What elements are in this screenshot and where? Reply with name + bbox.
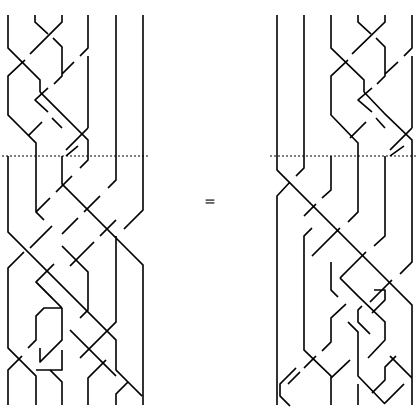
right-strand — [321, 156, 332, 199]
left-strand — [52, 37, 63, 85]
right-strand — [351, 15, 386, 55]
right-strand — [287, 371, 301, 385]
left-strand — [79, 15, 89, 57]
left-strand — [107, 156, 117, 189]
right-strand — [303, 203, 317, 217]
left-braid-diagram — [2, 15, 150, 405]
right-braid-diagram — [270, 15, 418, 407]
right-strand — [347, 321, 386, 405]
left-strand — [65, 127, 89, 151]
left-strand — [7, 156, 37, 261]
right-strand — [276, 181, 291, 212]
left-strand — [7, 355, 23, 405]
right-strand — [399, 156, 413, 275]
right-strand — [369, 279, 393, 303]
left-strand — [7, 251, 37, 405]
left-strand — [35, 197, 51, 213]
right-strand — [321, 303, 347, 352]
right-strand — [373, 156, 386, 247]
left-strand — [7, 15, 41, 92]
left-strand — [55, 175, 73, 193]
left-strand — [69, 329, 117, 377]
left-strand — [7, 59, 37, 156]
left-strand — [123, 156, 144, 230]
left-strand — [51, 117, 63, 129]
left-strand — [61, 156, 144, 405]
right-strand — [371, 355, 397, 394]
right-strand — [347, 156, 359, 223]
right-strand — [349, 121, 367, 139]
right-strand — [384, 61, 399, 75]
right-strand — [303, 355, 317, 369]
left-strand — [29, 225, 53, 249]
right-strand — [363, 91, 413, 156]
left-strand — [65, 145, 79, 157]
left-strand — [29, 15, 63, 55]
left-strand — [61, 245, 89, 319]
left-strand — [35, 281, 53, 299]
right-strand — [330, 359, 351, 379]
left-strand — [39, 308, 63, 363]
right-strand — [375, 37, 386, 85]
right-strand — [311, 227, 341, 257]
left-strand — [79, 156, 89, 169]
left-strand — [83, 195, 101, 213]
right-strand — [384, 383, 405, 404]
right-strand — [357, 15, 372, 35]
right-strand — [276, 156, 413, 405]
left-strand — [115, 381, 129, 405]
left-strand — [99, 219, 117, 237]
right-strand — [371, 289, 386, 314]
right-strand — [403, 15, 413, 57]
right-strand — [389, 127, 413, 151]
right-strand — [295, 156, 305, 177]
right-strand — [357, 87, 373, 113]
right-strand — [303, 227, 332, 405]
equals-sign: = — [204, 194, 216, 210]
left-strand — [87, 359, 107, 405]
right-strand — [389, 355, 413, 379]
left-strand — [79, 236, 117, 359]
right-strand — [330, 262, 339, 298]
right-strand — [279, 367, 297, 407]
left-strand — [69, 241, 95, 267]
left-strand — [61, 217, 79, 235]
left-strand — [35, 259, 143, 397]
left-strand — [36, 350, 63, 371]
left-strand — [34, 15, 49, 35]
right-strand — [339, 277, 386, 359]
right-strand — [339, 251, 367, 279]
left-strand — [49, 369, 63, 405]
left-strand — [27, 307, 62, 349]
left-strand — [39, 91, 89, 156]
left-strand — [27, 121, 43, 137]
right-strand — [357, 305, 371, 335]
right-strand — [330, 15, 365, 92]
right-strand — [375, 117, 386, 129]
right-strand — [330, 59, 359, 156]
right-strand — [389, 145, 405, 157]
left-strand — [34, 87, 49, 113]
left-strand — [61, 61, 75, 75]
